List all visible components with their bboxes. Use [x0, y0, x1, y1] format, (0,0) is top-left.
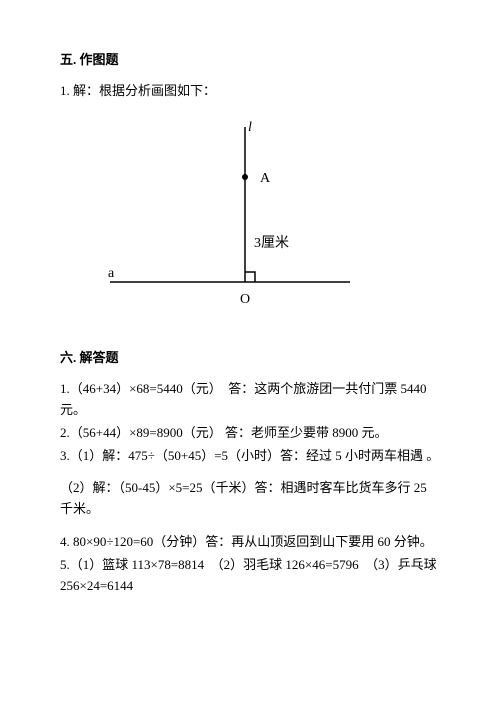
- answer-1: 1.（46+34）×68=5440（元） 答：这两个旅游团一共付门票 5440 …: [60, 379, 440, 421]
- section5-intro: 1. 解：根据分析画图如下：: [60, 81, 440, 102]
- section5-title: 五. 作图题: [60, 50, 440, 71]
- answer-3-1: 3.（1）解：475÷（50+45）=5（小时）答：经过 5 小时两车相遇 。: [60, 446, 440, 467]
- svg-text:A: A: [260, 171, 271, 186]
- diagram-container: l A 3厘米 Oa: [100, 117, 440, 324]
- answer-2: 2.（56+44）×89=8900（元） 答：老师至少要带 8900 元。: [60, 423, 440, 444]
- svg-text:3厘米: 3厘米: [254, 235, 289, 251]
- answer-5: 5.（1）篮球 113×78=8814 （2）羽毛球 126×46=5796 （…: [60, 555, 440, 597]
- svg-text:l: l: [248, 120, 252, 135]
- section6-title: 六. 解答题: [60, 348, 440, 369]
- answer-3-2: （2）解：（50-45）×5=25（千米）答：相遇时客车比货车多行 25 千米。: [60, 478, 440, 520]
- geometry-diagram: l A 3厘米 Oa: [100, 117, 360, 317]
- answer-4: 4. 80×90÷120=60（分钟）答：再从山顶返回到山下要用 60 分钟。: [60, 532, 440, 553]
- svg-text:O: O: [240, 292, 250, 307]
- svg-text:a: a: [108, 266, 115, 281]
